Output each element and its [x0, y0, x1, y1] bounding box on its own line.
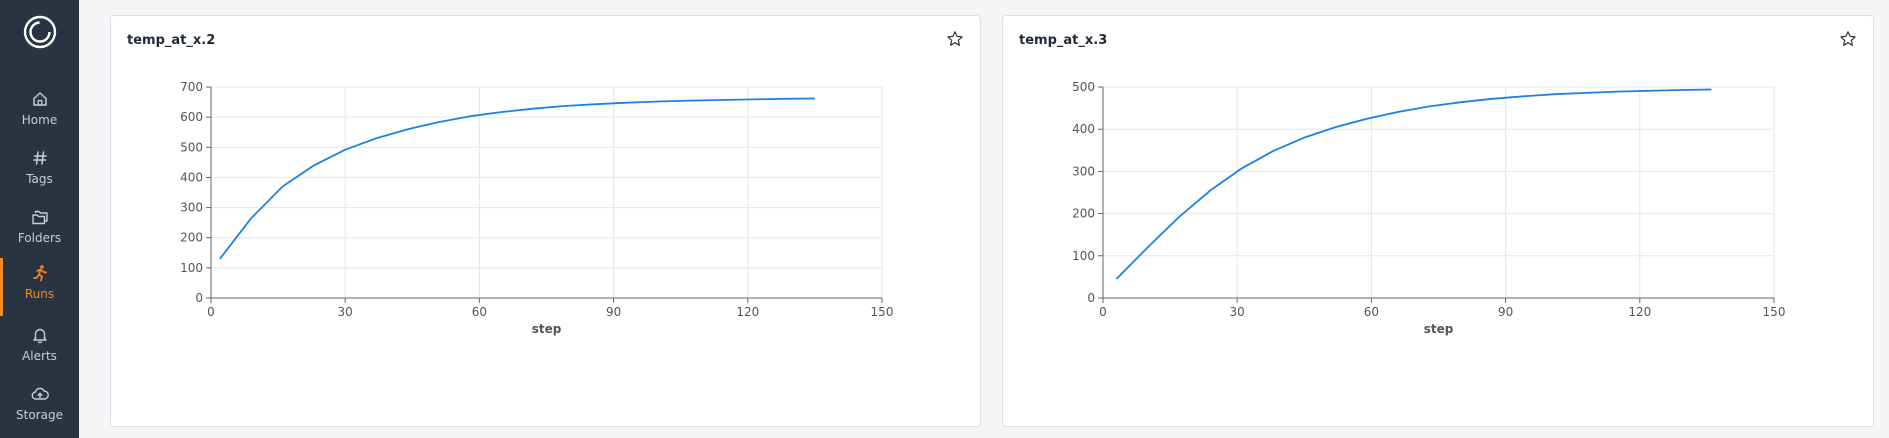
y-tick-label: 600: [180, 110, 203, 124]
x-tick-label: 90: [1498, 305, 1513, 319]
hash-icon: [33, 151, 47, 165]
sidebar-item-tags[interactable]: Tags: [0, 143, 79, 201]
y-tick-label: 500: [1072, 80, 1095, 94]
chart-title: temp_at_x.3: [1019, 33, 1108, 48]
y-tick-label: 500: [180, 140, 203, 154]
x-tick-label: 150: [1763, 305, 1786, 319]
sidebar-item-home[interactable]: Home: [0, 84, 79, 142]
y-tick-label: 300: [180, 201, 203, 215]
sidebar-item-alerts[interactable]: Alerts: [0, 320, 79, 378]
x-axis-label: step: [1424, 322, 1454, 336]
series-line: [219, 97, 815, 260]
runner-icon: [33, 265, 47, 282]
y-tick-label: 0: [195, 291, 203, 305]
x-tick-label: 90: [606, 305, 621, 319]
x-tick-label: 30: [338, 305, 353, 319]
y-tick-label: 200: [1072, 207, 1095, 221]
y-tick-label: 100: [1072, 249, 1095, 263]
sidebar-item-folders[interactable]: Folders: [0, 202, 79, 260]
bell-icon: [33, 328, 47, 344]
x-tick-label: 150: [871, 305, 894, 319]
y-tick-label: 300: [1072, 164, 1095, 178]
y-tick-label: 400: [180, 170, 203, 184]
sidebar-item-runs[interactable]: Runs: [0, 258, 79, 316]
sidebar-item-label: Home: [21, 113, 58, 127]
sidebar-item-label: Storage: [16, 408, 63, 422]
star-icon[interactable]: [946, 30, 964, 48]
x-tick-label: 0: [1099, 305, 1107, 319]
y-tick-label: 200: [180, 231, 203, 245]
y-tick-label: 0: [1087, 291, 1095, 305]
sidebar-item-label: Folders: [17, 231, 62, 245]
x-tick-label: 60: [472, 305, 487, 319]
x-axis-label: step: [532, 322, 562, 336]
app-logo-icon[interactable]: [22, 14, 58, 50]
chart-panel-2: temp_at_x.3 0 30 60 90 120 150 0 100 200 300 400 50…: [1002, 15, 1874, 427]
y-tick-label: 700: [180, 80, 203, 94]
line-chart: 0 30 60 90 120 150 0 100 200 300 400 500 step: [1072, 80, 1786, 336]
x-tick-label: 0: [207, 305, 215, 319]
sidebar-item-label: Alerts: [22, 349, 57, 363]
star-icon[interactable]: [1839, 30, 1857, 48]
x-tick-label: 120: [1628, 305, 1651, 319]
sidebar-item-storage[interactable]: Storage: [0, 379, 79, 437]
series-line: [1115, 88, 1712, 280]
x-tick-label: 30: [1230, 305, 1245, 319]
y-tick-label: 100: [180, 261, 203, 275]
sidebar-item-label: Runs: [24, 287, 55, 301]
sidebar: Home Tags Folders Runs Alerts St: [0, 0, 79, 438]
sidebar-item-label: Tags: [26, 172, 53, 186]
chart-panel-1: temp_at_x.2 0 30 60 90 120 150 0 100 200 300 400 50…: [110, 15, 981, 427]
x-tick-label: 120: [736, 305, 759, 319]
folders-icon: [32, 210, 48, 225]
line-chart: 0 30 60 90 120 150 0 100 200 300 400 500 600 700 step: [180, 80, 894, 336]
cloud-upload-icon: [31, 387, 49, 400]
x-tick-label: 60: [1364, 305, 1379, 319]
y-tick-label: 400: [1072, 122, 1095, 136]
home-icon: [33, 92, 47, 106]
chart-title: temp_at_x.2: [127, 33, 216, 48]
